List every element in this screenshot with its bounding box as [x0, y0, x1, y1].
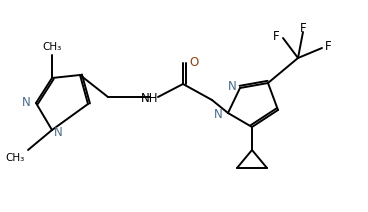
Text: CH₃: CH₃ — [42, 42, 61, 52]
Text: N: N — [228, 80, 237, 92]
Text: O: O — [189, 57, 198, 70]
Text: NH: NH — [141, 92, 159, 105]
Text: N: N — [54, 126, 63, 138]
Text: F: F — [325, 39, 332, 53]
Text: N: N — [214, 107, 223, 120]
Text: F: F — [300, 21, 306, 35]
Text: CH₃: CH₃ — [6, 153, 25, 163]
Text: N: N — [22, 96, 31, 110]
Text: F: F — [273, 29, 280, 42]
